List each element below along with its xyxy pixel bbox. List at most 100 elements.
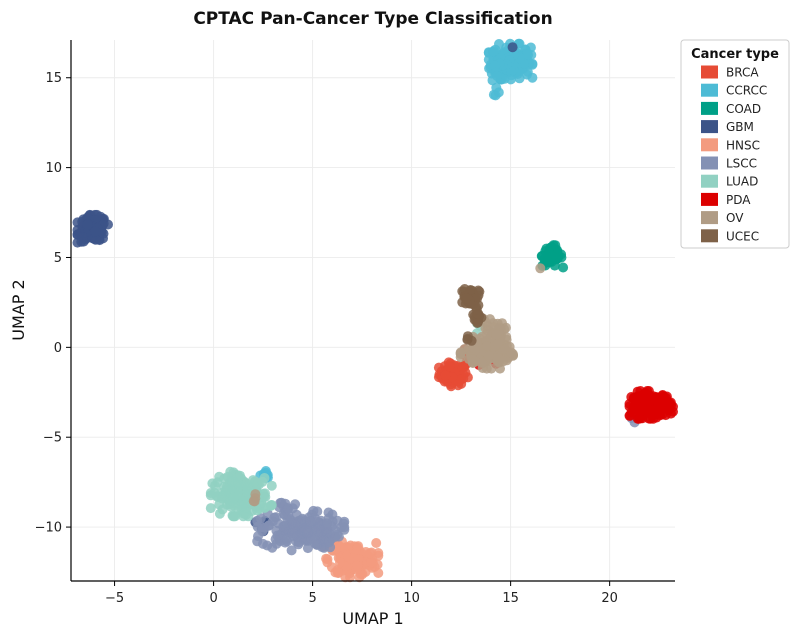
point-lscc (286, 545, 297, 556)
point-luad (259, 491, 269, 502)
point-lscc (305, 516, 316, 527)
series-ucec (457, 284, 487, 346)
legend-swatch-pda (701, 192, 718, 206)
point-lscc (258, 538, 268, 549)
series-lscc (252, 413, 640, 556)
legend-swatch-brca (701, 65, 718, 79)
point-lscc (264, 520, 274, 531)
legend-swatch-coad (701, 101, 718, 115)
point-luad (225, 484, 236, 495)
point-hnsc (345, 572, 355, 583)
point-ucec (472, 318, 483, 328)
legend-label-hnsc: HNSC (726, 138, 760, 152)
point-luad (252, 505, 262, 516)
series-coad (536, 240, 569, 273)
legend-label-coad: COAD (726, 102, 761, 116)
point-pda (660, 410, 671, 421)
point-gbm (507, 42, 518, 53)
y-axis-title: UMAP 2 (9, 279, 28, 340)
point-coad (542, 256, 553, 267)
grid-lines (71, 40, 675, 581)
point-luad (252, 478, 263, 489)
point-luad (214, 508, 225, 519)
point-luad (229, 511, 239, 522)
x-tick-label: 20 (601, 591, 618, 606)
point-ov (491, 329, 502, 340)
point-ucec (474, 286, 485, 297)
legend-swatch-gbm (701, 120, 718, 134)
legend-label-ccrcc: CCRCC (726, 84, 767, 98)
point-ccrcc (492, 71, 502, 81)
point-lscc (293, 539, 304, 550)
legend-swatch-ccrcc (701, 83, 718, 97)
point-lscc (292, 531, 303, 541)
legend-label-ucec: UCEC (726, 229, 759, 243)
point-luad (260, 502, 271, 512)
point-ucec (466, 335, 477, 346)
point-ov (481, 328, 492, 339)
point-ov (482, 341, 493, 351)
point-ov (248, 496, 259, 507)
point-lscc (333, 531, 344, 542)
y-tick-label: 10 (45, 161, 62, 176)
point-hnsc (371, 538, 382, 548)
point-pda (635, 386, 646, 396)
point-ucec (471, 304, 482, 315)
point-lscc (255, 513, 266, 524)
point-luad (235, 470, 245, 481)
legend-label-gbm: GBM (726, 120, 754, 134)
legend-label-brca: BRCA (726, 66, 759, 80)
point-ov (498, 356, 509, 367)
point-coad (558, 262, 569, 273)
point-ov (455, 349, 466, 360)
series-pda (473, 353, 678, 424)
legend-swatch-hnsc (701, 138, 718, 152)
point-hnsc (332, 567, 343, 578)
legend: Cancer type BRCA CCRCC COAD GBM HNSC LSCC LUAD… (680, 39, 790, 249)
point-luad (228, 492, 239, 503)
point-gbm (82, 219, 93, 230)
legend-title: Cancer type (691, 47, 779, 62)
legend-swatch-lscc (701, 156, 718, 170)
point-hnsc (366, 557, 376, 568)
point-ov (535, 263, 546, 274)
legend-label-luad: LUAD (726, 175, 758, 189)
y-tick-label: −5 (43, 431, 62, 446)
x-tick-label: 10 (403, 591, 420, 606)
point-lscc (280, 498, 291, 509)
point-pda (635, 413, 646, 424)
point-lscc (252, 521, 263, 532)
x-tick-label: 0 (209, 591, 217, 606)
point-luad (241, 509, 252, 520)
legend-label-pda: PDA (726, 193, 751, 207)
legend-items: BRCA CCRCC COAD GBM HNSC LSCC LUAD PDA OV UCEC (701, 65, 767, 243)
point-luad (205, 503, 216, 514)
point-ccrcc (506, 66, 517, 77)
point-pda (640, 394, 651, 405)
series-luad (205, 318, 486, 522)
point-lscc (318, 535, 329, 546)
point-ov (486, 363, 497, 374)
y-tick-label: 15 (45, 71, 62, 86)
x-tick-label: −5 (105, 591, 124, 606)
y-tick-label: 0 (54, 341, 62, 356)
point-luad (217, 493, 228, 504)
legend-label-lscc: LSCC (726, 157, 757, 171)
point-ccrcc (505, 74, 516, 85)
point-luad (266, 480, 277, 491)
point-ov (504, 341, 515, 352)
point-hnsc (335, 557, 345, 568)
point-ov (483, 350, 494, 361)
legend-swatch-luad (701, 174, 718, 188)
series-ccrcc (255, 38, 538, 484)
point-brca (440, 370, 451, 381)
point-lscc (323, 507, 334, 518)
series-ov (248, 263, 546, 507)
series-hnsc (318, 535, 384, 583)
point-lscc (272, 530, 283, 541)
point-ccrcc (493, 87, 504, 98)
point-brca (462, 372, 473, 383)
point-lscc (302, 527, 313, 538)
x-axis-title: UMAP 1 (342, 609, 403, 628)
